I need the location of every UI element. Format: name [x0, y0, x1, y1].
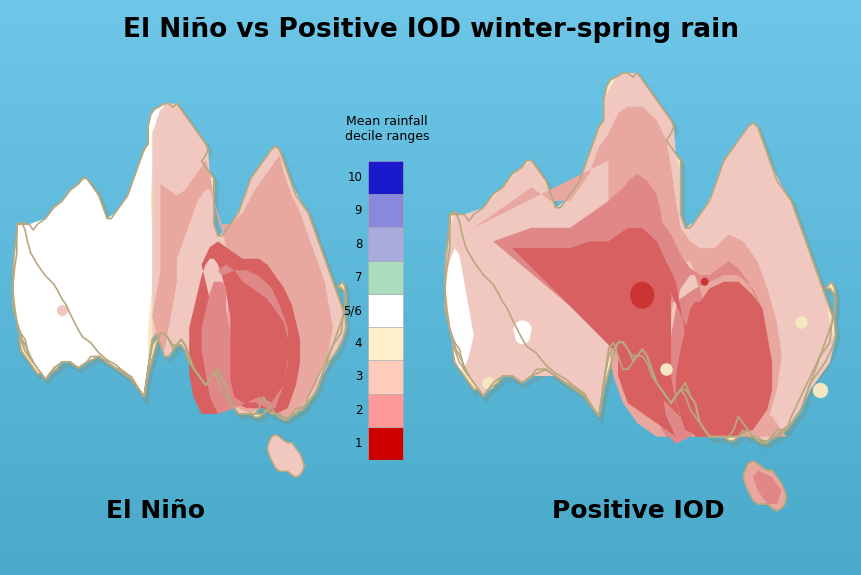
Text: Mean rainfall
decile ranges: Mean rainfall decile ranges [344, 115, 429, 143]
Polygon shape [474, 106, 785, 443]
Text: 8: 8 [355, 237, 362, 251]
Text: 1: 1 [354, 437, 362, 450]
Polygon shape [752, 470, 781, 504]
Text: 2: 2 [354, 404, 362, 417]
Ellipse shape [629, 282, 653, 309]
Bar [367, 194, 402, 228]
Bar [367, 260, 402, 294]
Polygon shape [742, 461, 785, 511]
Bar [367, 393, 402, 427]
Polygon shape [444, 73, 834, 443]
Text: 9: 9 [354, 204, 362, 217]
Polygon shape [189, 242, 300, 414]
Bar [367, 161, 402, 194]
Bar [367, 294, 402, 327]
Polygon shape [13, 104, 345, 420]
Polygon shape [13, 104, 164, 397]
Polygon shape [267, 435, 304, 477]
Polygon shape [511, 228, 771, 436]
Text: 3: 3 [355, 370, 362, 384]
Text: 7: 7 [354, 271, 362, 284]
Ellipse shape [700, 278, 708, 286]
Text: Positive IOD: Positive IOD [551, 499, 723, 523]
Polygon shape [267, 435, 304, 477]
Text: El Niño vs Positive IOD winter-spring rain: El Niño vs Positive IOD winter-spring ra… [123, 17, 738, 43]
Bar [367, 427, 402, 460]
Polygon shape [152, 104, 345, 414]
Polygon shape [201, 264, 288, 414]
Bar [367, 327, 402, 361]
Polygon shape [152, 138, 332, 417]
Polygon shape [492, 174, 771, 443]
Text: 4: 4 [354, 337, 362, 350]
Bar [367, 228, 402, 260]
Polygon shape [742, 461, 785, 511]
Text: El Niño: El Niño [106, 499, 204, 523]
Text: 10: 10 [347, 171, 362, 184]
Polygon shape [156, 109, 208, 196]
Bar [367, 361, 402, 393]
Text: 5/6: 5/6 [343, 304, 362, 317]
Polygon shape [444, 73, 833, 440]
Polygon shape [444, 248, 474, 369]
